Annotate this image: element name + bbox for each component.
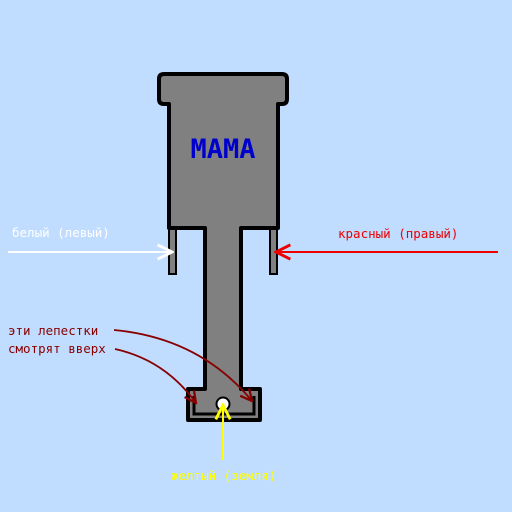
connector-title: МАМА [190, 134, 255, 165]
petals-arrow-left [114, 348, 196, 403]
petals-note-line2: смотрят вверх [8, 341, 106, 356]
red-right-label: красный (правый) [338, 226, 458, 241]
white-left-label: белый (левый) [12, 225, 110, 240]
petals-note-line1: эти лепестки [8, 323, 98, 338]
yellow-ground-label: желтый (земля) [171, 468, 276, 483]
right-contact-petal [269, 227, 278, 275]
petals-arrow-right [113, 329, 252, 401]
connector-body [157, 72, 289, 422]
